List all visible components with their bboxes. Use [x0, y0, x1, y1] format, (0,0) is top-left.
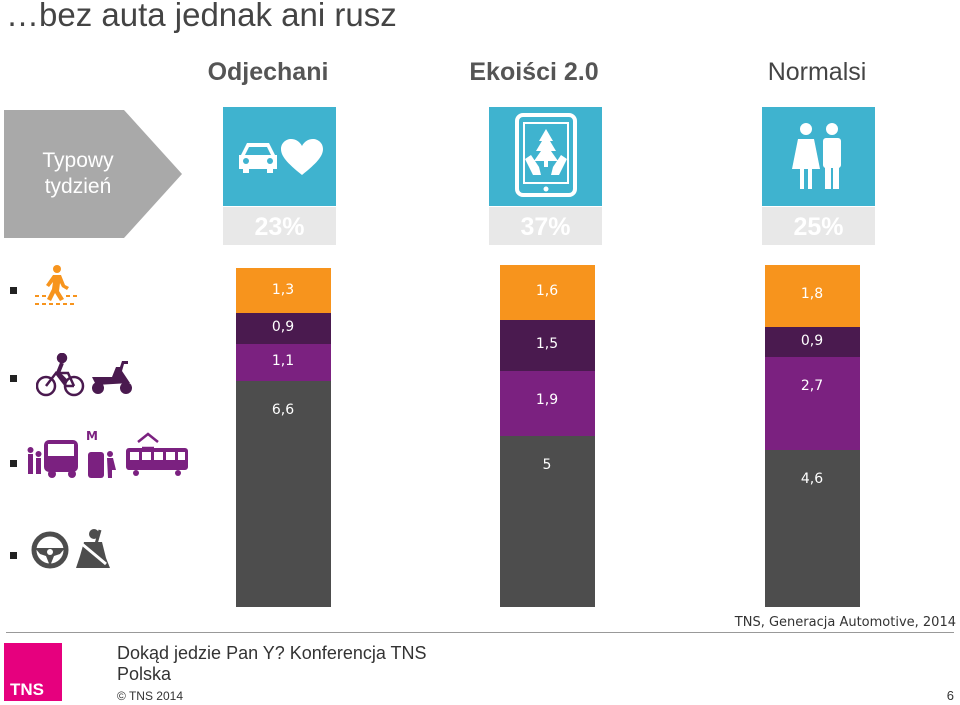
bar-value-label: 1,5 [535, 336, 559, 353]
metro-icon: M [86, 429, 116, 478]
steering-wheel-icon [31, 531, 69, 569]
slide-title: …bez auta jednak ani rusz [6, 0, 397, 33]
woman-man-icon [792, 123, 841, 189]
bar-segment [765, 326, 860, 358]
conference-title: Dokąd jedzie Pan Y? Konferencja TNS Pols… [117, 643, 427, 684]
svg-text:M: M [86, 429, 98, 443]
bar-value-label: 1,9 [535, 392, 559, 409]
bar-segment [765, 265, 860, 327]
bar-value-label: 6,6 [271, 402, 295, 419]
row-label-arrow [4, 110, 182, 238]
pedestrian-icon [35, 265, 77, 305]
source-divider [6, 632, 954, 633]
segment-tile-odjechani [223, 107, 336, 206]
group-heading-odjechani: Odjechani [207, 58, 329, 86]
tram-icon [126, 432, 188, 476]
tablet-tree-icon [515, 113, 577, 197]
group-heading-normalsi: Normalsi [767, 58, 867, 86]
bar-segment [765, 449, 860, 607]
source-note: TNS, Generacja Automotive, 2014 [734, 615, 956, 630]
bar-segment [500, 436, 595, 607]
segment-tile-ekoisci [489, 107, 602, 206]
legend-bullet [10, 460, 17, 467]
bar-value-label: 1,8 [800, 286, 824, 302]
heart-icon [281, 139, 323, 175]
bar-value-label: 1,1 [271, 353, 295, 370]
bar-segment [500, 371, 595, 436]
bar-segment [236, 381, 331, 607]
bar-value-label: 0,9 [800, 332, 824, 349]
bar-segment [500, 265, 595, 320]
bar-value-label: 5 [542, 457, 552, 473]
legend-bullet [10, 287, 17, 294]
tns-logo-text: TNS [10, 680, 44, 699]
bar-value-label: 0,9 [271, 319, 295, 336]
page-number: 6 [946, 688, 954, 703]
share-normalsi: 25% [762, 207, 875, 245]
bicycle-icon [36, 353, 85, 397]
bar-segment [236, 312, 331, 344]
share-odjechani: 23% [223, 207, 336, 245]
copyright: © TNS 2014 [117, 689, 183, 703]
bar-segment [236, 268, 331, 313]
bar-value-label: 4,6 [800, 470, 824, 487]
bar-segment [765, 357, 860, 450]
seatbelt-icon [76, 529, 110, 568]
segment-tile-normalsi [762, 107, 875, 206]
scooter-icon [92, 361, 132, 394]
legend-bullet [10, 552, 17, 559]
bar-value-label: 1,6 [535, 283, 559, 300]
share-ekoisci: 37% [489, 207, 602, 245]
bar-segment [500, 319, 595, 372]
tns-logo [4, 643, 62, 701]
car-icon [239, 143, 277, 173]
bar-value-label: 2,7 [800, 378, 824, 395]
bar-segment [236, 343, 331, 382]
row-label: Typowy tydzień [42, 149, 114, 198]
bar-value-label: 1,3 [271, 281, 295, 298]
group-heading-ekoisci: Ekoiści 2.0 [469, 58, 599, 86]
legend-bullet [10, 375, 17, 382]
bus-icon [27, 440, 78, 478]
